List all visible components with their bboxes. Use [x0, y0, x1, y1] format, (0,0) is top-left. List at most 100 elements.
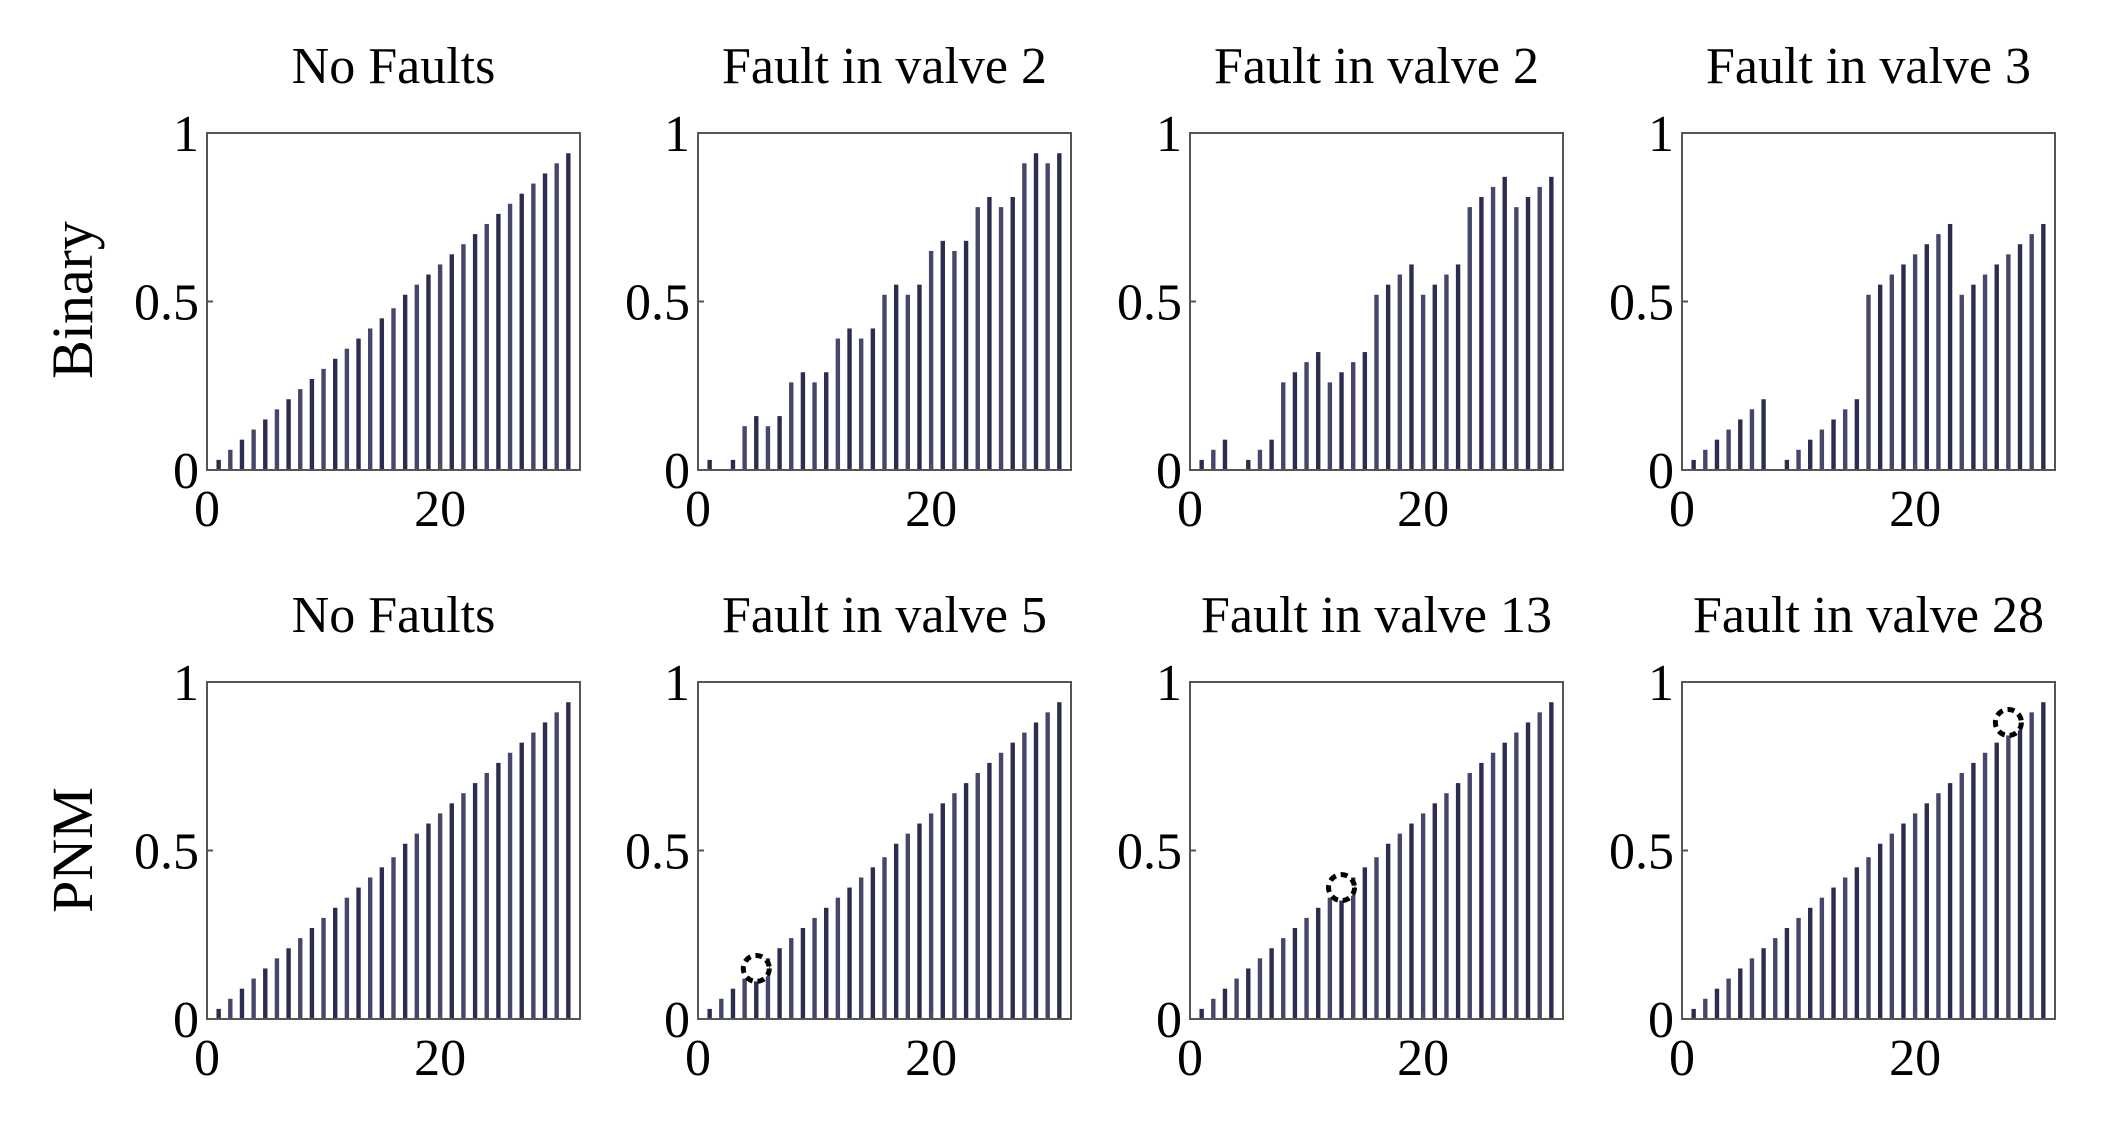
bar — [1994, 742, 1999, 1019]
bar — [870, 867, 876, 1019]
bar — [1409, 264, 1414, 470]
bar — [975, 207, 980, 470]
bar — [519, 193, 524, 470]
y-tick-label: 0 — [1156, 443, 1182, 500]
bar — [251, 978, 256, 1019]
subplot-title: No Faults — [292, 587, 496, 644]
bar — [812, 917, 817, 1019]
bar — [1819, 429, 1825, 470]
bar — [1490, 186, 1496, 471]
y-tick-label: 0.5 — [1609, 824, 1674, 881]
bar — [1339, 887, 1344, 1019]
bar — [824, 907, 829, 1019]
bar — [1959, 772, 1964, 1019]
bar — [367, 877, 373, 1019]
y-tick-label: 0.5 — [134, 824, 199, 881]
bar — [2029, 234, 2034, 470]
bar — [1199, 459, 1204, 470]
bar — [263, 968, 268, 1019]
x-tick-label: 20 — [905, 481, 957, 538]
bar — [1467, 207, 1472, 470]
bar — [1854, 399, 1860, 470]
bar — [928, 813, 934, 1019]
bar — [1784, 459, 1790, 470]
subplot-title: No Faults — [292, 38, 496, 95]
y-tick-label: 1 — [1156, 106, 1182, 163]
bar — [216, 459, 221, 470]
bar — [1549, 176, 1554, 470]
bar — [847, 887, 852, 1019]
bar — [905, 833, 911, 1019]
bar — [1211, 449, 1216, 470]
bar — [1033, 722, 1039, 1019]
bar — [1971, 284, 1976, 470]
bar — [905, 294, 911, 470]
bar — [1889, 833, 1895, 1019]
bar — [1842, 877, 1848, 1019]
x-tick-label: 20 — [1397, 481, 1449, 538]
bar — [777, 948, 782, 1019]
bar — [367, 328, 373, 470]
y-tick-label: 0.5 — [625, 275, 690, 332]
bar — [1045, 163, 1050, 470]
bar — [1490, 752, 1496, 1019]
bar — [789, 938, 794, 1019]
bar — [1947, 223, 1953, 470]
x-tick-label: 0 — [1669, 481, 1695, 538]
bar — [542, 173, 548, 470]
bar — [1877, 284, 1883, 470]
bar — [1022, 732, 1027, 1019]
bar — [730, 459, 736, 470]
y-tick-label: 1 — [173, 655, 199, 712]
bar — [1222, 439, 1228, 470]
subplot: No Faults 0 0.5 1 0 20 — [134, 38, 581, 538]
bar — [1304, 362, 1309, 470]
bar — [391, 857, 396, 1019]
bar — [484, 772, 489, 1019]
bar — [461, 244, 466, 470]
bar — [1784, 928, 1790, 1019]
bar — [1479, 197, 1484, 470]
bar — [2006, 732, 2011, 1019]
bar — [1738, 419, 1743, 470]
bar — [707, 1008, 712, 1019]
bar — [893, 284, 899, 470]
bar — [1703, 449, 1708, 470]
bar — [1773, 938, 1778, 1019]
bar — [414, 833, 420, 1019]
bar — [1796, 449, 1801, 470]
bar — [1514, 207, 1519, 470]
bar — [719, 998, 724, 1019]
bar — [1057, 702, 1062, 1019]
bar — [893, 843, 899, 1019]
subplot-title: Fault in valve 13 — [1201, 587, 1552, 644]
bar — [1350, 362, 1356, 470]
bar — [321, 368, 326, 470]
subplot-title: Fault in valve 2 — [1214, 38, 1539, 95]
bar — [1246, 459, 1251, 470]
bar — [1726, 429, 1731, 470]
bar — [321, 917, 326, 1019]
bar — [1738, 968, 1743, 1019]
bar — [1432, 803, 1437, 1019]
bar — [1010, 197, 1015, 470]
bar — [1467, 772, 1472, 1019]
y-tick-label: 0 — [1648, 443, 1674, 500]
y-tick-label: 1 — [1156, 655, 1182, 712]
x-tick-label: 20 — [1889, 481, 1941, 538]
bar — [1537, 186, 1542, 471]
bar — [1211, 998, 1216, 1019]
x-tick-label: 20 — [1397, 1030, 1449, 1087]
bar — [1281, 938, 1286, 1019]
bar — [449, 254, 454, 470]
bar — [998, 752, 1004, 1019]
x-tick-label: 20 — [414, 481, 466, 538]
y-tick-label: 0 — [1648, 992, 1674, 1049]
bar — [1749, 958, 1755, 1019]
bar — [882, 294, 887, 470]
x-tick-label: 20 — [1889, 1030, 1941, 1087]
bar — [1350, 877, 1356, 1019]
bar — [963, 240, 969, 470]
bar — [1889, 274, 1895, 470]
bar — [1444, 793, 1449, 1019]
